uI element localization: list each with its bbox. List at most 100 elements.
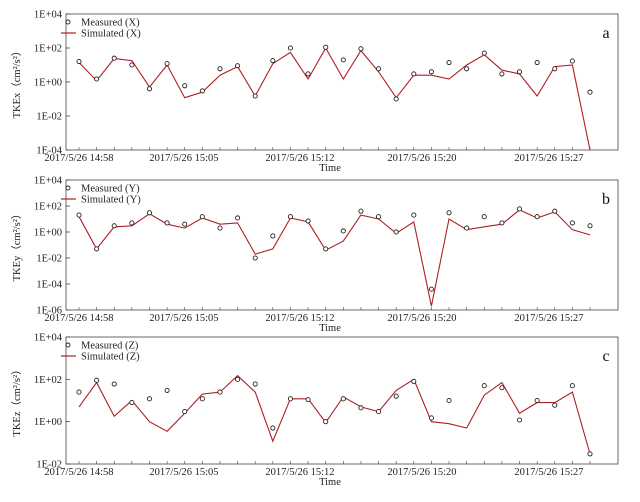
y-tick-label: 1E-02 bbox=[36, 112, 62, 123]
y-tick-label: 1E-02 bbox=[36, 254, 62, 265]
legend: Measured (Y)Simulated (Y) bbox=[61, 184, 141, 206]
data-point-measured bbox=[164, 220, 170, 226]
data-point-measured bbox=[534, 59, 540, 66]
data-point-measured bbox=[252, 255, 258, 261]
data-point-measured bbox=[569, 383, 575, 389]
data-point-measured bbox=[270, 233, 276, 239]
data-point-measured bbox=[516, 69, 523, 75]
y-axis-title: TKEx（cm²/s²） bbox=[11, 46, 23, 119]
data-point-measured bbox=[499, 220, 505, 226]
legend-label-simulated: Simulated (Z) bbox=[81, 352, 140, 363]
legend-marker-measured bbox=[65, 342, 71, 348]
x-tick-label: 2017/5/26 15:12 bbox=[265, 153, 334, 164]
x-tick-label: 2017/5/26 15:20 bbox=[387, 467, 456, 478]
legend-marker-measured bbox=[65, 185, 71, 191]
x-tick-label: 2017/5/26 14:58 bbox=[44, 313, 113, 324]
data-point-measured bbox=[552, 66, 558, 72]
data-point-measured bbox=[340, 57, 346, 63]
data-point-measured bbox=[428, 286, 434, 292]
data-point-measured bbox=[76, 389, 82, 395]
legend: Measured (X)Simulated (X) bbox=[61, 18, 141, 40]
data-point-measured bbox=[499, 385, 505, 391]
x-tick-label: 2017/5/26 15:05 bbox=[149, 153, 218, 164]
plot-frame bbox=[65, 13, 619, 151]
data-point-measured bbox=[428, 69, 434, 75]
data-point-measured bbox=[340, 396, 346, 402]
data-point-measured bbox=[199, 396, 205, 402]
x-tick-label: 2017/5/26 15:12 bbox=[265, 313, 334, 324]
x-tick-label: 2017/5/26 15:05 bbox=[149, 313, 218, 324]
data-point-measured bbox=[270, 58, 276, 64]
data-point-measured bbox=[217, 66, 223, 72]
data-point-measured bbox=[182, 409, 188, 415]
panel-letter: b bbox=[602, 191, 610, 208]
data-point-measured bbox=[446, 59, 452, 66]
data-point-measured bbox=[76, 212, 82, 218]
data-point-measured bbox=[481, 214, 487, 220]
data-point-measured bbox=[481, 50, 487, 56]
data-point-measured bbox=[569, 220, 575, 226]
data-point-measured bbox=[411, 212, 417, 218]
data-point-measured bbox=[252, 381, 258, 387]
data-point-measured bbox=[270, 425, 276, 431]
x-tick-label: 2017/5/26 15:20 bbox=[387, 313, 456, 324]
x-axis-title: Time bbox=[319, 477, 341, 488]
data-point-measured bbox=[287, 45, 293, 51]
data-point-measured bbox=[499, 71, 505, 77]
x-tick-label: 2017/5/26 15:27 bbox=[514, 153, 583, 164]
panel-letter: a bbox=[602, 25, 609, 42]
data-point-measured bbox=[552, 402, 558, 408]
data-point-measured bbox=[76, 58, 82, 65]
data-point-measured bbox=[305, 397, 311, 403]
panel-letter: c bbox=[602, 348, 609, 365]
legend-label-simulated: Simulated (X) bbox=[81, 29, 141, 40]
data-point-measured bbox=[323, 44, 329, 50]
data-point-measured bbox=[111, 223, 117, 229]
y-tick-label: 1E+02 bbox=[34, 375, 62, 386]
data-point-measured bbox=[164, 61, 170, 67]
data-point-measured bbox=[164, 387, 170, 393]
y-tick-label: 1E+00 bbox=[34, 78, 62, 89]
x-axis-title: Time bbox=[319, 323, 341, 334]
data-point-measured bbox=[94, 246, 100, 252]
data-point-measured bbox=[287, 396, 293, 402]
panel-c: 1E-02 1E+00 1E+02 1E+04 2017/5/26 14:58 2017/… bbox=[11, 333, 619, 488]
data-point-measured bbox=[446, 210, 452, 216]
data-point-measured bbox=[446, 397, 452, 404]
y-tick-label: 1E-06 bbox=[36, 306, 62, 317]
data-point-measured bbox=[534, 397, 540, 404]
series-line-simulated bbox=[78, 374, 591, 455]
data-point-measured bbox=[411, 378, 417, 384]
y-tick-label: 1E+04 bbox=[34, 10, 63, 21]
y-tick-label: 1E-04 bbox=[36, 146, 62, 157]
x-tick-label: 2017/5/26 15:12 bbox=[265, 467, 334, 478]
data-point-measured bbox=[587, 223, 593, 229]
x-tick-label: 2017/5/26 15:27 bbox=[514, 467, 583, 478]
legend: Measured (Z)Simulated (Z) bbox=[61, 341, 140, 363]
data-point-measured bbox=[393, 393, 399, 399]
x-tick-label: 2017/5/26 15:05 bbox=[149, 467, 218, 478]
y-tick-label: 1E+00 bbox=[34, 228, 62, 239]
data-point-measured bbox=[376, 66, 382, 72]
data-point-measured bbox=[587, 451, 593, 457]
data-point-measured bbox=[393, 96, 399, 102]
data-point-measured bbox=[94, 76, 100, 82]
x-tick-label: 2017/5/26 14:58 bbox=[44, 153, 113, 164]
data-point-measured bbox=[111, 381, 117, 387]
data-point-measured bbox=[358, 405, 364, 411]
data-point-measured bbox=[534, 214, 540, 220]
data-point-measured bbox=[340, 228, 346, 234]
legend-label-measured: Measured (Y) bbox=[81, 184, 140, 195]
y-tick-label: 1E+02 bbox=[34, 202, 62, 213]
data-point-measured bbox=[516, 417, 523, 423]
panel-b: 1E-06 1E-04 1E-02 1E+00 1E+02 1E+04 2017/5/26 … bbox=[11, 176, 619, 334]
data-point-measured bbox=[182, 221, 188, 227]
data-point-measured bbox=[323, 419, 329, 425]
series-line-simulated bbox=[78, 46, 591, 151]
data-point-measured bbox=[217, 389, 223, 395]
data-point-measured bbox=[358, 208, 364, 214]
data-point-measured bbox=[305, 218, 311, 224]
data-point-measured bbox=[129, 400, 135, 406]
data-point-measured bbox=[129, 62, 135, 68]
